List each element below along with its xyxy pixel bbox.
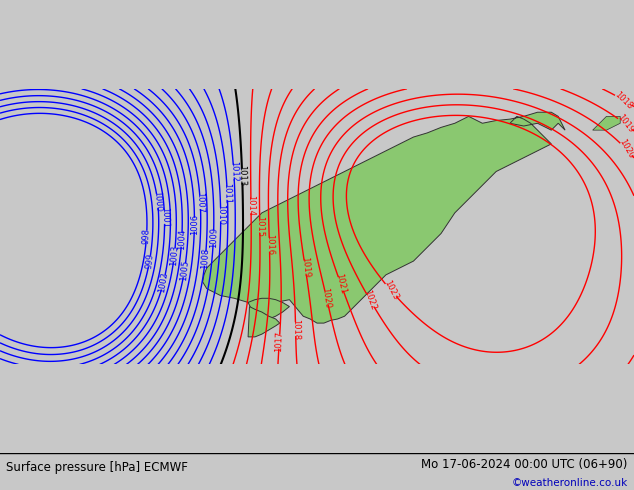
Text: 1004: 1004 (177, 229, 186, 250)
Text: 1015: 1015 (256, 216, 264, 237)
Text: 1019: 1019 (616, 113, 634, 135)
Text: ©weatheronline.co.uk: ©weatheronline.co.uk (512, 478, 628, 489)
Text: 1014: 1014 (247, 196, 256, 217)
Polygon shape (593, 116, 620, 130)
Text: 1008: 1008 (200, 248, 210, 270)
Text: 1001: 1001 (160, 207, 169, 228)
Text: 1018: 1018 (613, 90, 634, 111)
Text: Surface pressure [hPa] ECMWF: Surface pressure [hPa] ECMWF (6, 461, 188, 474)
Text: 1020: 1020 (321, 287, 332, 309)
Text: 1006: 1006 (190, 214, 199, 235)
Polygon shape (203, 112, 565, 323)
Text: 1000: 1000 (152, 190, 163, 212)
Text: 1009: 1009 (209, 227, 218, 248)
Text: 999: 999 (144, 253, 155, 270)
Text: 1020: 1020 (617, 138, 634, 161)
Text: 1022: 1022 (363, 289, 378, 312)
Text: 1018: 1018 (291, 318, 301, 340)
Text: 1005: 1005 (179, 259, 190, 281)
Polygon shape (248, 298, 290, 320)
Text: 1016: 1016 (265, 234, 274, 255)
Text: 1003: 1003 (169, 244, 179, 266)
Text: 1012: 1012 (229, 161, 238, 183)
Text: 1017: 1017 (275, 331, 284, 352)
Text: 1013: 1013 (238, 165, 247, 186)
Text: 1007: 1007 (195, 192, 205, 213)
Polygon shape (248, 307, 280, 337)
Text: 1002: 1002 (157, 271, 169, 294)
Text: 1023: 1023 (382, 279, 399, 302)
Text: 1010: 1010 (216, 204, 225, 225)
Text: 1019: 1019 (300, 257, 311, 278)
Text: 998: 998 (142, 228, 152, 244)
Text: Mo 17-06-2024 00:00 UTC (06+90): Mo 17-06-2024 00:00 UTC (06+90) (421, 458, 628, 471)
Text: 1011: 1011 (223, 183, 232, 204)
Text: 1021: 1021 (334, 272, 347, 295)
